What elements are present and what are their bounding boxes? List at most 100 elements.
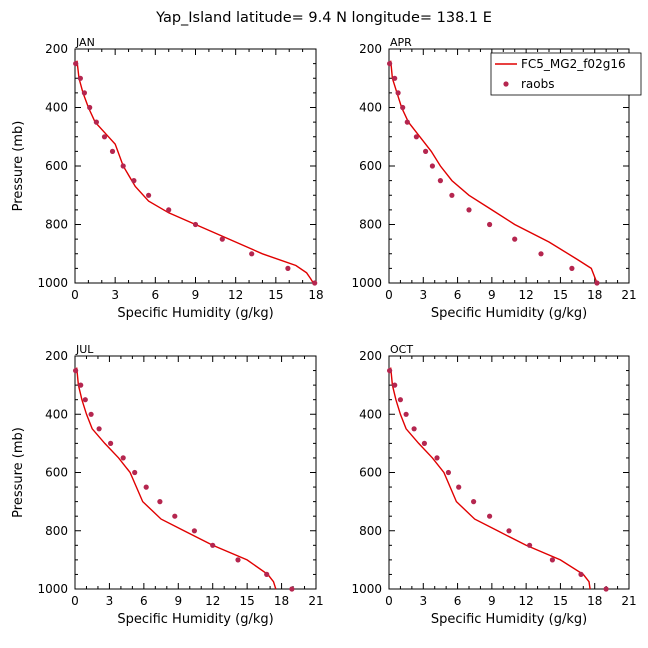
raobs-point xyxy=(471,499,477,505)
y-tick-label: 800 xyxy=(45,524,68,538)
raobs-point xyxy=(191,528,197,534)
raobs-point xyxy=(120,163,126,169)
x-tick-label: 21 xyxy=(308,594,323,608)
x-tick-label: 18 xyxy=(308,288,323,302)
x-axis-label: Specific Humidity (g/kg) xyxy=(431,612,587,627)
raobs-point xyxy=(527,542,533,548)
legend-marker-swatch xyxy=(503,81,509,87)
raobs-point xyxy=(172,513,178,519)
plot-frame xyxy=(388,355,630,590)
y-tick-label: 1000 xyxy=(351,582,382,596)
model-line-series xyxy=(76,367,277,590)
raobs-point xyxy=(411,426,417,432)
raobs-point xyxy=(456,484,462,490)
raobs-point xyxy=(192,221,199,228)
y-tick-label: 600 xyxy=(359,159,382,173)
y-tick-label: 400 xyxy=(45,407,68,421)
x-tick-label: 15 xyxy=(240,594,255,608)
raobs-point xyxy=(289,586,295,592)
raobs-point xyxy=(445,469,451,476)
raobs-point xyxy=(392,75,398,81)
raobs-point xyxy=(249,251,255,257)
raobs-point xyxy=(210,542,216,548)
raobs-point xyxy=(146,192,152,198)
legend-entry-label: FC5_MG2_f02g16 xyxy=(521,57,626,71)
y-tick-label: 400 xyxy=(359,407,382,421)
raobs-point xyxy=(285,265,291,271)
raobs-point xyxy=(120,455,126,461)
model-line-series xyxy=(390,60,598,284)
x-tick-label: 6 xyxy=(152,288,160,302)
x-tick-label: 15 xyxy=(553,288,568,302)
x-tick-label: 0 xyxy=(385,288,393,302)
y-tick-label: 600 xyxy=(45,159,68,173)
y-tick-label: 400 xyxy=(359,101,382,115)
figure-title: Yap_Island latitude= 9.4 N longitude= 13… xyxy=(155,10,492,26)
raobs-point xyxy=(88,411,94,417)
x-tick-label: 15 xyxy=(553,594,568,608)
raobs-point xyxy=(487,221,493,228)
x-tick-label: 12 xyxy=(519,594,534,608)
raobs-point xyxy=(312,280,318,286)
raobs-point xyxy=(538,251,544,257)
x-tick-label: 18 xyxy=(587,594,602,608)
raobs-point xyxy=(157,499,163,505)
raobs-point xyxy=(109,148,116,154)
raobs-point xyxy=(235,557,241,563)
panel-oct: 0 3 6 9 12 15 18 21 200 400 600 800 1000 OCT Specific … xyxy=(351,343,636,627)
raobs-point xyxy=(569,265,575,271)
raobs-point xyxy=(87,104,93,111)
y-tick-label: 800 xyxy=(45,218,68,232)
x-tick-label: 0 xyxy=(71,288,79,302)
model-line-series xyxy=(76,60,314,284)
raobs-point xyxy=(449,192,455,198)
x-tick-label: 6 xyxy=(454,594,462,608)
x-tick-label: 18 xyxy=(587,288,602,302)
raobs-point xyxy=(387,61,393,67)
y-tick-label: 200 xyxy=(359,349,382,363)
plot-frame xyxy=(74,48,317,284)
x-tick-label: 0 xyxy=(71,594,79,608)
y-tick-label: 600 xyxy=(359,466,382,480)
raobs-point xyxy=(603,586,609,592)
x-axis-label: Specific Humidity (g/kg) xyxy=(117,306,273,321)
panel-jan: 0 3 6 9 12 15 18 200 400 600 800 1000 JAN Specific Hu… xyxy=(11,36,324,321)
raobs-point xyxy=(392,382,398,388)
raobs-point xyxy=(487,513,493,519)
raobs-point xyxy=(132,469,138,476)
x-tick-label: 15 xyxy=(268,288,283,302)
x-tick-label: 12 xyxy=(228,288,243,302)
legend-box xyxy=(490,52,642,96)
y-tick-label: 1000 xyxy=(37,276,68,290)
raobs-point xyxy=(219,236,225,242)
raobs-point xyxy=(421,440,427,446)
panel-apr: 0 3 6 9 12 15 18 21 200 400 600 800 1000 APR Specific … xyxy=(351,36,642,321)
raobs-point xyxy=(73,61,79,67)
raobs-point xyxy=(400,104,406,111)
y-tick-label: 800 xyxy=(359,524,382,538)
x-tick-label: 3 xyxy=(419,594,427,608)
raobs-point xyxy=(437,178,443,184)
raobs-point xyxy=(413,134,419,140)
raobs-point xyxy=(397,397,403,403)
y-tick-label: 1000 xyxy=(37,582,68,596)
x-tick-label: 0 xyxy=(385,594,393,608)
y-tick-label: 200 xyxy=(45,349,68,363)
raobs-point xyxy=(594,280,600,286)
raobs-point xyxy=(96,426,102,432)
raobs-point xyxy=(506,528,512,534)
raobs-point xyxy=(77,75,83,81)
raobs-point xyxy=(131,178,137,184)
y-axis-label: Pressure (mb) xyxy=(11,427,26,518)
x-tick-label: 6 xyxy=(454,288,462,302)
x-tick-label: 3 xyxy=(106,594,114,608)
x-tick-label: 12 xyxy=(519,288,534,302)
x-tick-label: 12 xyxy=(205,594,220,608)
y-tick-label: 600 xyxy=(45,466,68,480)
x-axis-label: Specific Humidity (g/kg) xyxy=(117,612,273,627)
raobs-point xyxy=(264,571,270,578)
raobs-point xyxy=(423,148,429,154)
y-tick-label: 200 xyxy=(45,42,68,56)
y-axis-label: Pressure (mb) xyxy=(11,121,26,212)
